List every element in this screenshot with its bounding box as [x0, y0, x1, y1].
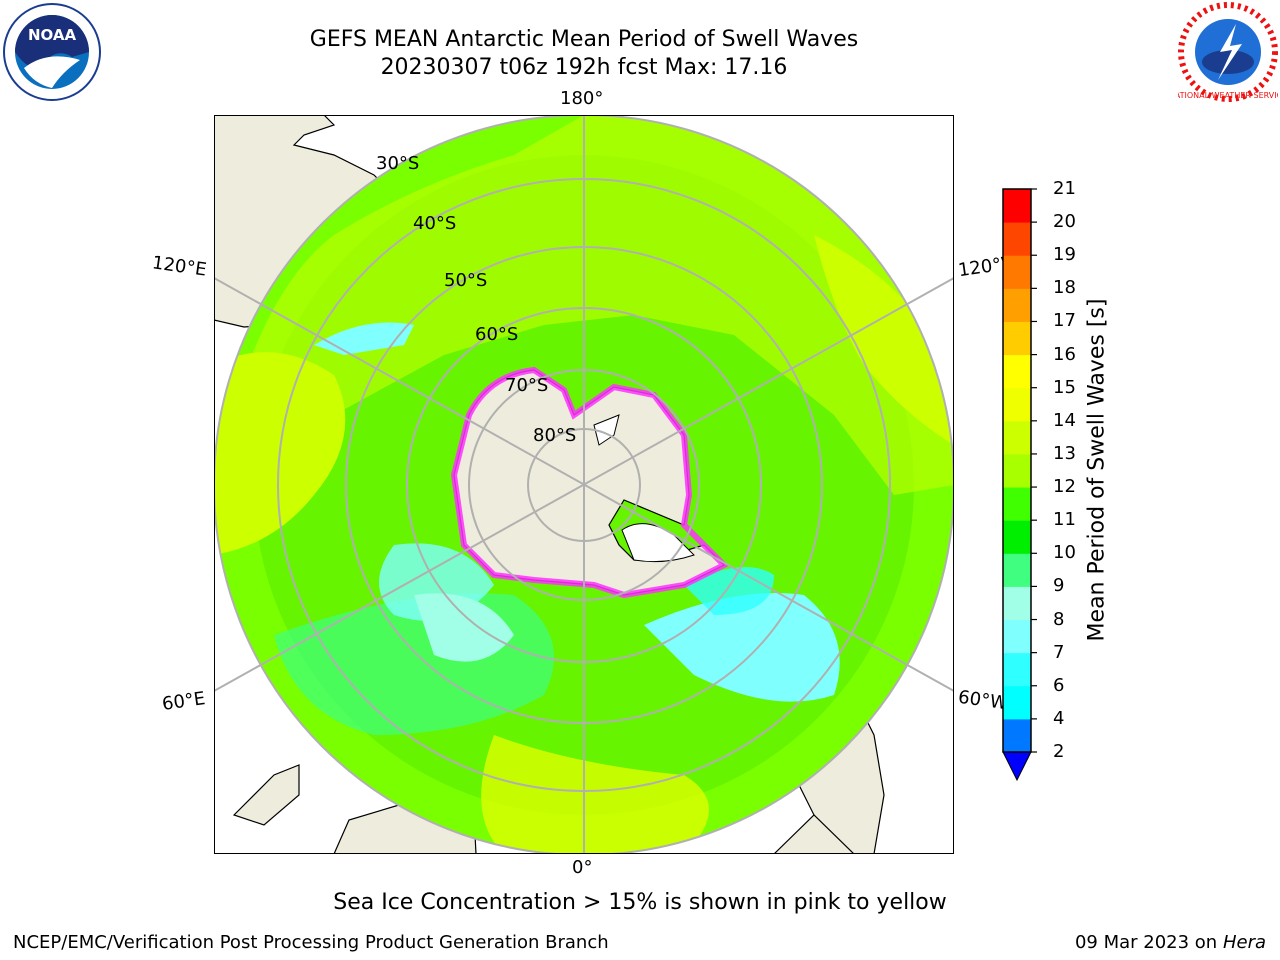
- map-title: GEFS MEAN Antarctic Mean Period of Swell…: [309, 27, 859, 52]
- lat-label-80s: 80°S: [533, 425, 577, 446]
- machine-name: Hera: [1222, 932, 1266, 953]
- sea-ice-note: Sea Ice Concentration > 15% is shown in …: [333, 890, 947, 915]
- colorbar-tick-label: 13: [1053, 442, 1076, 464]
- colorbar-tick-label: 19: [1053, 244, 1076, 266]
- lat-label-40s: 40°S: [413, 213, 457, 234]
- colorbar-tick-label: 7: [1053, 641, 1065, 663]
- colorbar-tick-label: 18: [1053, 277, 1076, 299]
- nws-logo: NATIONAL WEATHER SERVICE: [1178, 2, 1278, 102]
- colorbar-swatch: [1003, 288, 1031, 322]
- noaa-logo: NOAA: [3, 3, 101, 101]
- nws-logo-text: NATIONAL WEATHER SERVICE: [1178, 91, 1278, 100]
- colorbar-swatch: [1003, 189, 1031, 223]
- colorbar-swatch: [1003, 387, 1031, 422]
- colorbar-swatch: [1003, 487, 1031, 521]
- colorbar-swatch: [1003, 685, 1031, 720]
- colorbar-tick-label: 16: [1053, 343, 1076, 365]
- run-date: 09 Mar 2023 on Hera: [1075, 932, 1266, 953]
- colorbar-swatch: [1003, 652, 1031, 687]
- colorbar-swatch: [1003, 255, 1031, 289]
- noaa-logo-text: NOAA: [28, 26, 77, 44]
- colorbar-swatch: [1003, 619, 1031, 654]
- lon-label-180: 180°: [560, 88, 604, 109]
- colorbar-tick-label: 8: [1053, 608, 1065, 630]
- lat-label-50s: 50°S: [444, 270, 488, 291]
- colorbar-swatch: [1003, 321, 1031, 356]
- colorbar-swatch: [1003, 354, 1031, 389]
- colorbar-swatch: [1003, 586, 1031, 621]
- lat-label-60s: 60°S: [475, 324, 519, 345]
- colorbar-swatch: [1003, 222, 1031, 256]
- colorbar: [1002, 188, 1037, 782]
- colorbar-tick-label: 21: [1053, 178, 1076, 199]
- run-date-text: 09 Mar 2023 on: [1074, 932, 1218, 953]
- colorbar-swatches: [1003, 189, 1031, 753]
- colorbar-tick-label: 4: [1053, 707, 1065, 729]
- colorbar-swatch: [1003, 453, 1031, 488]
- colorbar-tick-label: 12: [1053, 476, 1076, 498]
- map-subtitle: 20230307 t06z 192h fcst Max: 17.16: [380, 55, 788, 80]
- colorbar-tick-label: 2: [1053, 741, 1065, 762]
- lon-label-60e: 60°E: [160, 688, 207, 715]
- colorbar-tick-label: 20: [1053, 211, 1076, 233]
- colorbar-swatch: [1003, 520, 1031, 554]
- colorbar-tick-label: 11: [1053, 509, 1076, 531]
- colorbar-tick-label: 17: [1053, 310, 1076, 332]
- colorbar-tick-label: 6: [1053, 674, 1065, 696]
- graticule: [214, 115, 954, 854]
- lat-label-30s: 30°S: [376, 153, 420, 174]
- colorbar-swatch: [1003, 420, 1031, 455]
- colorbar-tick-label: 15: [1053, 376, 1076, 398]
- polar-map: [214, 115, 954, 854]
- lon-label-0: 0°: [572, 857, 593, 878]
- colorbar-label: Mean Period of Swell Waves [s]: [1084, 298, 1110, 642]
- lat-label-70s: 70°S: [505, 375, 549, 396]
- colorbar-swatch: [1003, 718, 1031, 753]
- lon-label-120e: 120°E: [150, 252, 208, 281]
- colorbar-extend-min: [1002, 751, 1032, 782]
- colorbar-swatch: [1003, 553, 1031, 587]
- credit-text: NCEP/EMC/Verification Post Processing Pr…: [13, 932, 609, 953]
- colorbar-tick-label: 9: [1053, 575, 1065, 597]
- colorbar-tick-label: 14: [1053, 409, 1076, 431]
- colorbar-tick-label: 10: [1053, 542, 1076, 564]
